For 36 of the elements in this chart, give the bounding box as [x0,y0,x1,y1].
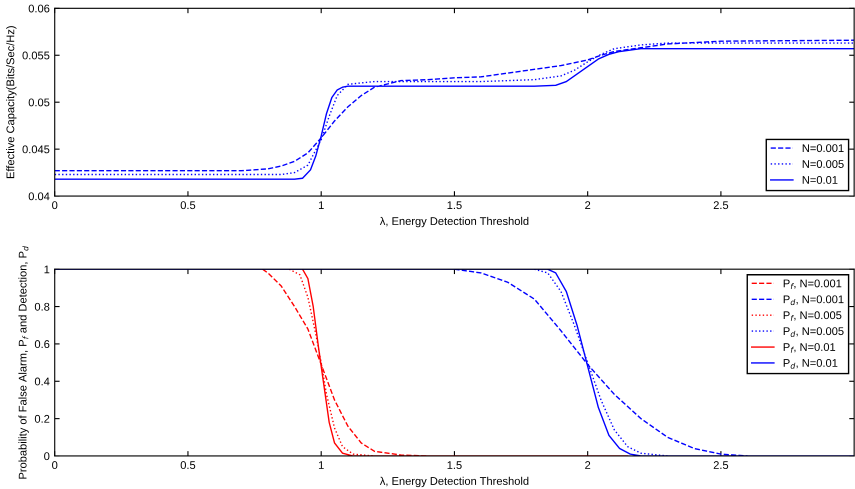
x-axis-title: λ, Energy Detection Threshold [380,216,528,228]
y-tick-label: 0.6 [34,340,50,348]
x-tick-label: 2.5 [714,461,728,470]
legend-label: P$_{d}$, N=0.01 [784,359,838,369]
y-axis-title: Probability of False Alarm, P$_{f}$ and Detection, P$_{d}$ [18,246,29,479]
y-tick-label: 1 [44,266,50,274]
y-tick-label: 0.055 [22,52,50,60]
x-tick-label: 2 [585,201,590,209]
legend-label: P$_{f}$, N=0.005 [784,311,842,321]
legend-label: N=0.001 [802,144,844,152]
y-tick-label: 0.04 [28,192,50,200]
x-tick-label: 1.5 [448,461,462,470]
y-axis-title: Effective Capacity(Bits/Sec/Hz) [6,26,16,178]
x-tick-label: 0.5 [180,461,196,470]
y-tick-label: 0.4 [34,378,50,386]
y-tick-label: 0.045 [22,145,50,154]
legend-label: P$_{d}$, N=0.005 [784,327,844,337]
y-tick-label: 0.8 [34,302,50,311]
y-tick-label: 0.05 [28,98,50,106]
y-tick-label: 0.06 [28,4,50,12]
x-axis-title: λ, Energy Detection Threshold [380,476,528,488]
x-tick-label: 0 [52,461,58,470]
x-tick-label: 0 [52,201,58,210]
y-tick-label: 0.2 [34,414,50,423]
legend-label: P$_{d}$, N=0.001 [784,295,844,306]
legend-label: N=0.01 [802,176,838,184]
legend-label: P$_{f}$, N=0.01 [784,343,836,353]
x-tick-label: 1 [318,461,324,469]
x-tick-label: 1.5 [448,201,462,210]
legend-label: P$_{f}$, N=0.001 [784,279,842,290]
y-tick-label: 0 [44,452,50,460]
legend-label: N=0.005 [802,160,844,168]
x-tick-label: 2.5 [714,201,728,210]
x-tick-label: 2 [585,461,590,469]
x-tick-label: 0.5 [180,201,196,210]
x-tick-label: 1 [318,201,324,209]
